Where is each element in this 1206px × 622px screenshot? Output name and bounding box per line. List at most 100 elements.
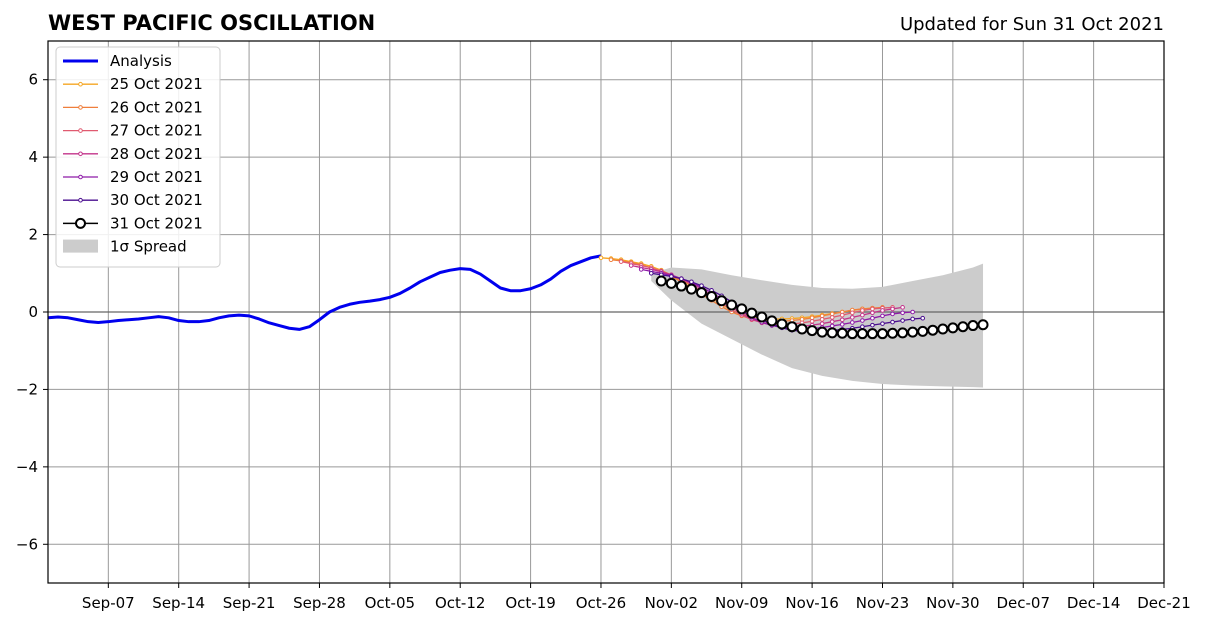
forecast-point: [957, 321, 969, 333]
forecast-point: [648, 270, 654, 276]
forecast-point: [685, 283, 697, 295]
y-tick-label: −4: [16, 458, 38, 476]
forecast-point: [608, 257, 614, 263]
forecast-point: [689, 279, 694, 285]
forecast-point: [839, 317, 845, 323]
forecast-point: [900, 318, 905, 323]
forecast-point: [910, 309, 915, 315]
y-tick-label: 0: [28, 303, 38, 321]
forecast-point: [846, 328, 858, 340]
forecast-point: [806, 325, 818, 337]
x-tick-label: Dec-21: [1137, 594, 1191, 612]
forecast-point: [850, 310, 855, 316]
forecast-point: [819, 317, 825, 322]
legend-marker: [78, 105, 83, 110]
forecast-point: [860, 318, 865, 323]
legend-marker: [75, 217, 86, 229]
legend-entry: 25 Oct 2021: [63, 75, 203, 93]
forecast-point: [860, 312, 865, 318]
legend-swatch: [63, 239, 98, 253]
legend-label: 1σ Spread: [110, 238, 187, 256]
forecast-point: [866, 328, 878, 340]
forecast-point: [628, 263, 634, 268]
y-tick-label: 4: [28, 148, 38, 166]
forecast-point: [917, 325, 929, 337]
forecast-point: [850, 315, 855, 320]
forecast-point: [897, 327, 909, 339]
forecast-point: [890, 319, 895, 325]
forecast-point: [699, 283, 704, 288]
forecast-point: [880, 308, 885, 313]
forecast-point: [786, 321, 798, 333]
forecast-point: [839, 322, 845, 327]
forecast-point: [696, 287, 708, 299]
legend-label: 26 Oct 2021: [110, 98, 203, 116]
forecast-point: [829, 323, 835, 329]
forecast-point: [927, 324, 939, 336]
x-tick-label: Nov-23: [856, 594, 909, 612]
forecast-point: [829, 319, 835, 324]
x-tick-label: Dec-14: [1067, 594, 1121, 612]
forecast-point: [937, 323, 949, 335]
x-tick-label: Oct-12: [435, 594, 485, 612]
forecast-point: [716, 295, 728, 307]
forecast-point: [756, 311, 768, 323]
forecast-point: [870, 310, 875, 316]
forecast-point: [890, 311, 895, 317]
forecast-point: [638, 267, 644, 272]
forecast-point: [819, 321, 825, 326]
legend-label: 31 Oct 2021: [110, 214, 203, 232]
x-tick-label: Oct-19: [505, 594, 555, 612]
forecast-point: [870, 306, 875, 312]
forecast-point: [669, 274, 674, 279]
forecast-series: [655, 275, 989, 340]
legend-entry: 29 Oct 2021: [63, 168, 203, 186]
legend: Analysis 25 Oct 2021 26 Oct 2021 27 Oct 202…: [55, 46, 221, 268]
legend-entry: 28 Oct 2021: [63, 145, 203, 163]
legend-label: 28 Oct 2021: [110, 145, 203, 163]
x-axis: Sep-07 Sep-14 Sep-21 Sep-28 Oct-05 Oct-12 Oct-…: [82, 583, 1191, 612]
x-tick-label: Nov-16: [785, 594, 838, 612]
legend-marker: [78, 151, 83, 157]
spread-band: [651, 263, 984, 388]
legend-marker: [78, 174, 83, 180]
forecast-point: [706, 291, 718, 303]
forecast-point: [746, 307, 758, 319]
legend-label: 27 Oct 2021: [110, 122, 203, 140]
analysis-line: [47, 254, 602, 331]
spread-band-layer: [651, 263, 984, 388]
forecast-point: [655, 275, 667, 287]
forecast-point: [839, 312, 845, 318]
forecast-point: [880, 321, 885, 326]
forecast-point: [826, 327, 838, 339]
x-tick-label: Sep-21: [223, 594, 276, 612]
forecast-point: [910, 316, 915, 322]
forecast-point: [675, 280, 687, 292]
forecast-point: [876, 328, 888, 340]
forecast-point: [947, 322, 959, 334]
legend-entry: 26 Oct 2021: [63, 98, 203, 116]
forecast-point: [816, 326, 828, 338]
forecast-point: [598, 255, 604, 261]
x-tick-label: Nov-30: [926, 594, 979, 612]
x-tick-label: Oct-26: [576, 594, 626, 612]
forecast-point: [880, 313, 885, 319]
forecast-point: [870, 315, 875, 321]
legend-label: 30 Oct 2021: [110, 191, 203, 209]
legend-box: [55, 46, 221, 268]
forecast-point: [776, 318, 788, 330]
legend-entry: 31 Oct 2021: [63, 214, 203, 232]
y-tick-label: −2: [16, 380, 38, 398]
x-tick-label: Sep-07: [82, 594, 135, 612]
y-tick-label: 6: [28, 71, 38, 89]
x-tick-label: Sep-28: [293, 594, 346, 612]
legend-label: 29 Oct 2021: [110, 168, 203, 186]
forecast-point: [736, 303, 748, 315]
forecast-point: [726, 299, 738, 311]
forecast-point: [836, 327, 848, 339]
legend-entry: 27 Oct 2021: [63, 122, 203, 140]
forecast-point: [850, 320, 855, 325]
legend-marker: [78, 81, 83, 87]
legend-entry: 1σ Spread: [63, 238, 187, 256]
